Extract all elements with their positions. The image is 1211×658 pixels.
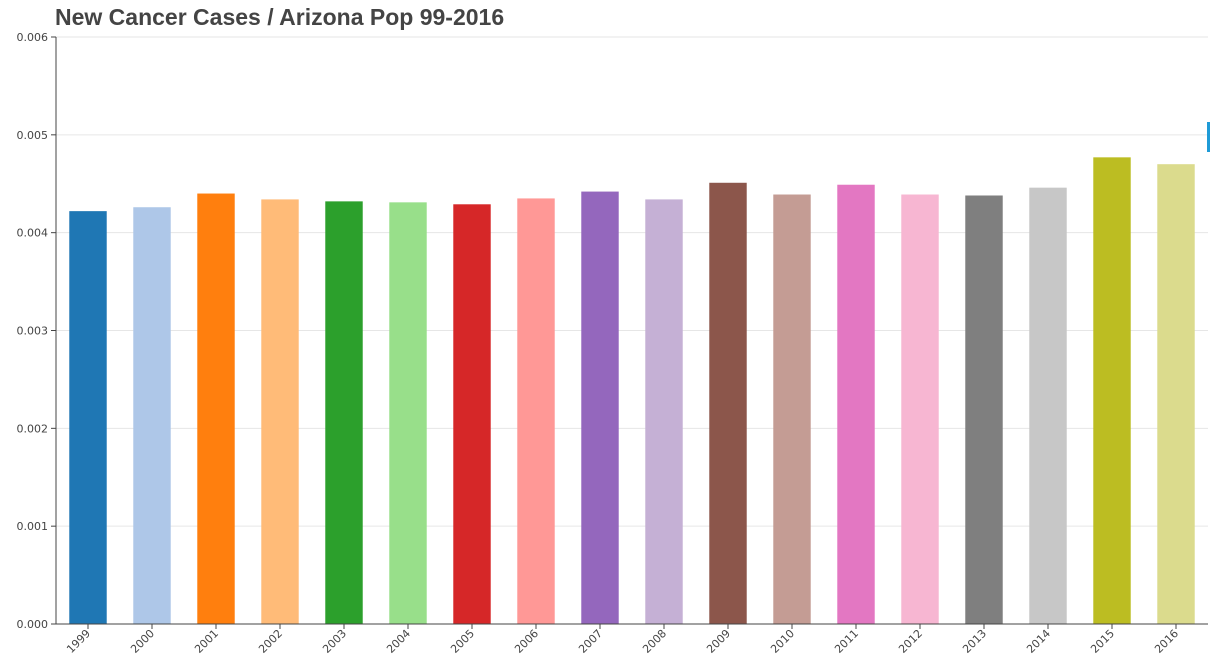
chart-title: New Cancer Cases / Arizona Pop 99-2016 (55, 4, 505, 30)
x-tick-label: 2001 (192, 627, 221, 656)
y-tick-label: 0.003 (17, 325, 49, 338)
bar-1999[interactable] (69, 211, 107, 625)
grid-lines (56, 36, 1208, 527)
x-tick-label: 2008 (640, 627, 669, 656)
x-axis-ticks: 1999 2000 2001 2002 2003 2004 2005 2006 2007 2008… (64, 624, 1181, 656)
bar-2001[interactable] (197, 193, 235, 625)
x-tick-label: 2000 (128, 627, 157, 656)
y-tick-label: 0.002 (17, 422, 49, 435)
bar-2014[interactable] (1029, 187, 1067, 624)
bar-2008[interactable] (645, 199, 683, 625)
bar-2000[interactable] (133, 207, 171, 625)
x-tick-label: 2007 (576, 627, 605, 656)
bar-2011[interactable] (837, 184, 875, 624)
bar-2002[interactable] (261, 199, 299, 625)
y-tick-label: 0.000 (17, 618, 49, 631)
x-tick-label: 2012 (896, 627, 925, 656)
x-tick-label: 2009 (704, 627, 733, 656)
x-tick-label: 1999 (64, 627, 93, 656)
bar-2016[interactable] (1157, 164, 1195, 624)
x-tick-label: 2011 (832, 627, 861, 656)
scroll-indicator[interactable] (1207, 122, 1210, 152)
x-tick-label: 2006 (512, 627, 541, 656)
bars (69, 157, 1195, 625)
bar-2015[interactable] (1093, 157, 1131, 624)
x-tick-label: 2005 (448, 627, 477, 656)
y-tick-label: 0.004 (17, 227, 49, 240)
bar-2003[interactable] (325, 201, 363, 625)
bar-2012[interactable] (901, 194, 939, 625)
x-tick-label: 2010 (768, 627, 797, 656)
bar-2005[interactable] (453, 204, 491, 625)
bar-2006[interactable] (517, 198, 555, 625)
x-tick-label: 2016 (1152, 627, 1181, 656)
y-tick-label: 0.005 (17, 129, 49, 142)
x-tick-label: 2015 (1088, 627, 1117, 656)
bar-2010[interactable] (773, 194, 811, 625)
y-tick-label: 0.006 (17, 31, 49, 44)
bar-2013[interactable] (965, 195, 1003, 625)
x-tick-label: 2003 (320, 627, 349, 656)
y-axis-ticks: 0.000 0.001 0.002 0.003 0.004 0.005 0.006 (17, 31, 56, 631)
bar-2009[interactable] (709, 182, 747, 624)
y-tick-label: 0.001 (17, 520, 49, 533)
x-tick-label: 2013 (960, 627, 989, 656)
x-tick-label: 2004 (384, 627, 413, 656)
x-tick-label: 2002 (256, 627, 285, 656)
bar-2004[interactable] (389, 202, 427, 625)
bar-2007[interactable] (581, 191, 619, 624)
x-tick-label: 2014 (1024, 627, 1053, 656)
